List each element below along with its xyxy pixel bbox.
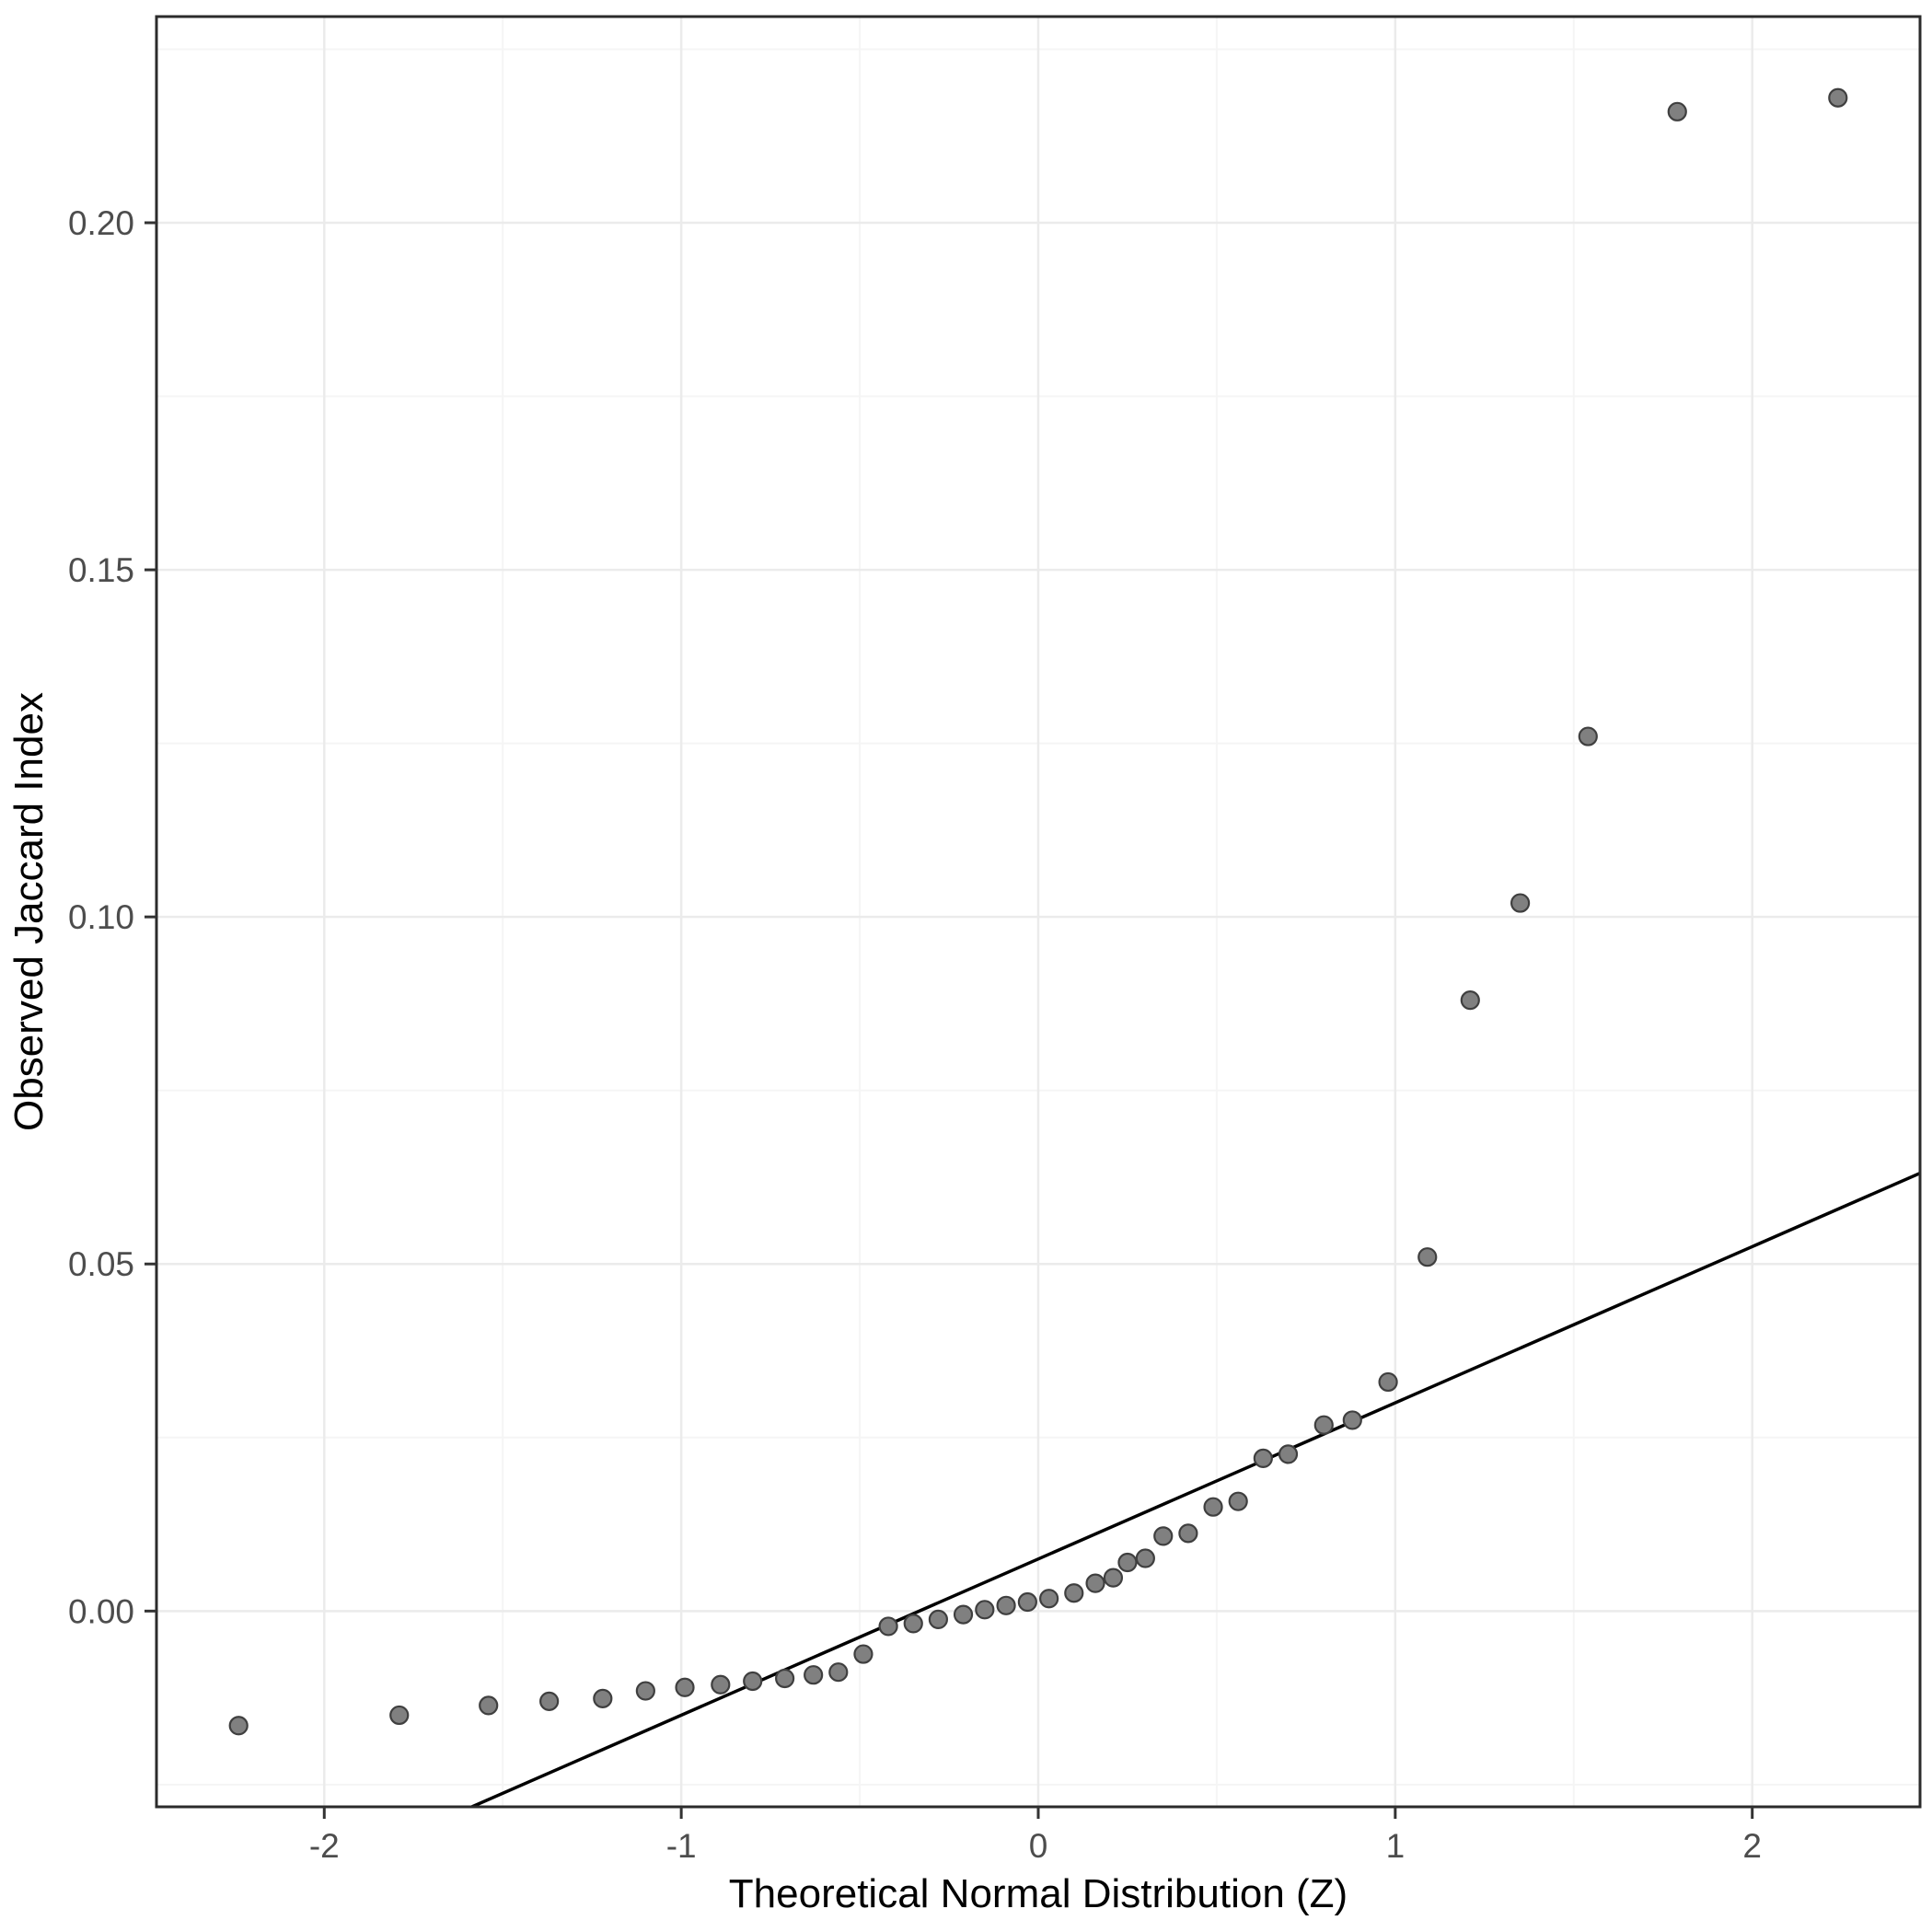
data-point [1153, 1526, 1174, 1546]
y-tick-label: 0.05 [68, 1245, 134, 1283]
x-tick-label: 2 [1742, 1827, 1762, 1865]
data-point [1017, 1591, 1037, 1613]
y-tick-label: 0.10 [68, 898, 134, 936]
data-point [828, 1662, 849, 1683]
data-point [1203, 1497, 1223, 1517]
data-point [975, 1600, 995, 1620]
data-point [593, 1688, 613, 1708]
data-point [479, 1695, 499, 1716]
data-point [711, 1674, 731, 1695]
data-point [1578, 726, 1598, 746]
data-point [1378, 1371, 1398, 1393]
data-point [635, 1681, 655, 1701]
data-point [996, 1595, 1016, 1615]
data-point [903, 1614, 923, 1634]
data-point [1460, 990, 1480, 1011]
data-point [1278, 1444, 1299, 1464]
data-point [878, 1616, 898, 1637]
scatter-points-layer [228, 87, 1848, 1736]
data-point [928, 1609, 949, 1629]
data-point [953, 1604, 974, 1625]
x-axis-title: Theoretical Normal Distribution (Z) [729, 1871, 1348, 1916]
data-point [743, 1671, 763, 1692]
data-point [1828, 87, 1848, 108]
data-point [1039, 1589, 1059, 1609]
data-point [853, 1644, 873, 1664]
data-point [1103, 1568, 1124, 1588]
data-point [804, 1665, 824, 1685]
data-point [1417, 1247, 1438, 1267]
y-tick-label: 0.15 [68, 551, 134, 589]
axis-ticks-layer [145, 221, 1754, 1819]
data-point [1342, 1410, 1362, 1430]
y-axis-title: Observed Jaccard Index [6, 692, 52, 1131]
qq-reference-line-layer [468, 1172, 1920, 1807]
data-point [389, 1705, 410, 1726]
data-point [228, 1716, 249, 1736]
data-point [539, 1691, 560, 1711]
x-tick-label: 0 [1029, 1827, 1048, 1865]
data-point [775, 1668, 795, 1689]
x-tick-label: -1 [666, 1827, 697, 1865]
data-point [1313, 1415, 1334, 1435]
data-point [1667, 101, 1687, 121]
data-point [1135, 1548, 1155, 1568]
x-tick-label: -2 [309, 1827, 340, 1865]
axis-tick-labels-layer: -2 -1 0 1 2 0.00 0.05 0.10 0.15 0.20 [68, 204, 1762, 1865]
y-tick-label: 0.00 [68, 1592, 134, 1630]
data-point [1064, 1583, 1084, 1603]
data-point [1228, 1491, 1248, 1511]
data-point [675, 1677, 695, 1697]
data-point [1510, 893, 1531, 913]
data-point [1178, 1523, 1198, 1544]
x-tick-label: 1 [1386, 1827, 1406, 1865]
data-point [1085, 1573, 1105, 1593]
data-point [1253, 1448, 1273, 1469]
qq-reference-line [468, 1172, 1920, 1807]
y-tick-label: 0.20 [68, 204, 134, 242]
gridlines-major [156, 17, 1920, 1807]
data-point [1117, 1552, 1138, 1573]
